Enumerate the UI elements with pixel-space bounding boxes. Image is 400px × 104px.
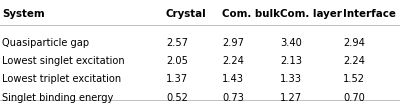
- Text: 2.97: 2.97: [222, 38, 244, 48]
- Text: Lowest triplet excitation: Lowest triplet excitation: [2, 74, 121, 84]
- Text: 2.13: 2.13: [280, 56, 302, 66]
- Text: 0.73: 0.73: [222, 93, 244, 103]
- Text: 1.27: 1.27: [280, 93, 302, 103]
- Text: 0.52: 0.52: [166, 93, 188, 103]
- Text: Singlet binding energy: Singlet binding energy: [2, 93, 113, 103]
- Text: Com. bulk: Com. bulk: [222, 9, 280, 19]
- Text: 2.94: 2.94: [343, 38, 365, 48]
- Text: Interface: Interface: [343, 9, 396, 19]
- Text: Quasiparticle gap: Quasiparticle gap: [2, 38, 89, 48]
- Text: Lowest singlet excitation: Lowest singlet excitation: [2, 56, 125, 66]
- Text: System: System: [2, 9, 45, 19]
- Text: 1.33: 1.33: [280, 74, 302, 84]
- Text: 1.43: 1.43: [222, 74, 244, 84]
- Text: Crystal: Crystal: [166, 9, 207, 19]
- Text: 0.70: 0.70: [343, 93, 365, 103]
- Text: Com. layer: Com. layer: [280, 9, 342, 19]
- Text: 2.57: 2.57: [166, 38, 188, 48]
- Text: 2.24: 2.24: [222, 56, 244, 66]
- Text: 1.37: 1.37: [166, 74, 188, 84]
- Text: 3.40: 3.40: [280, 38, 302, 48]
- Text: 2.05: 2.05: [166, 56, 188, 66]
- Text: 1.52: 1.52: [343, 74, 365, 84]
- Text: 2.24: 2.24: [343, 56, 365, 66]
